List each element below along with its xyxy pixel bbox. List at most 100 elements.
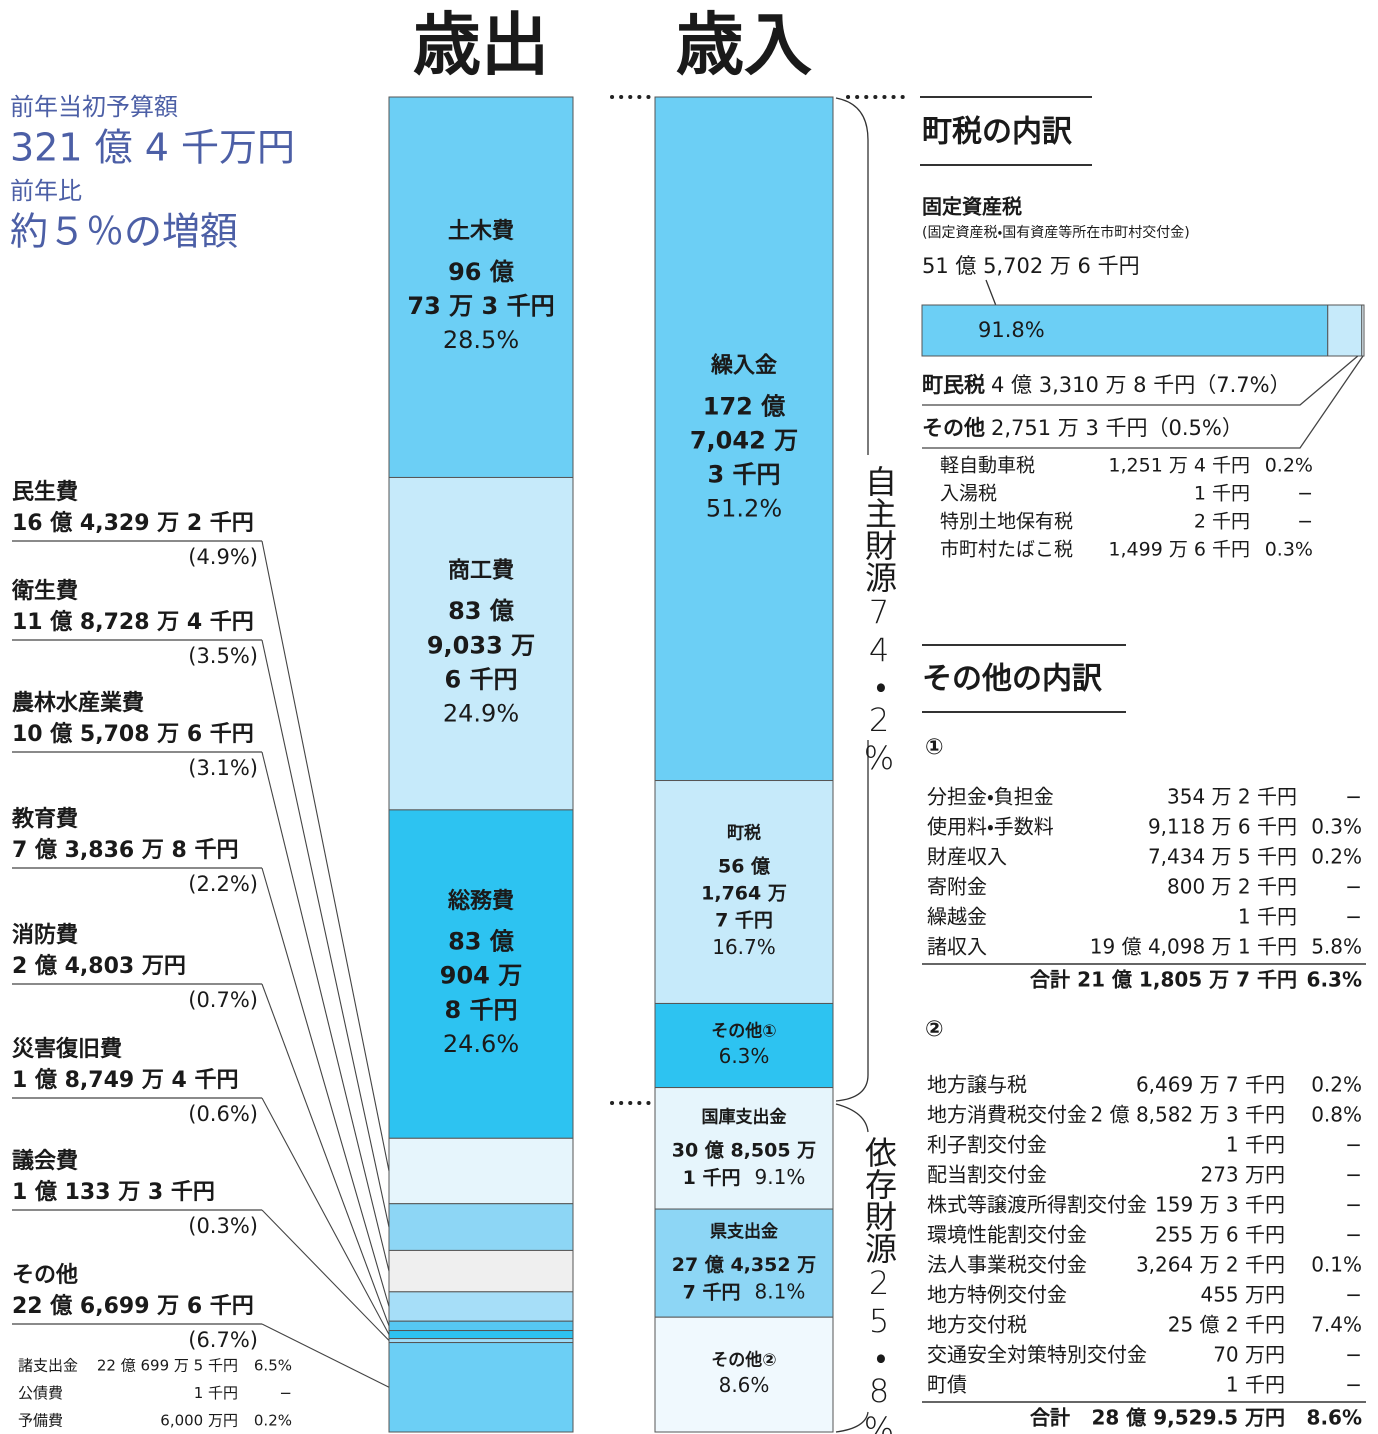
segment-label: 96 億 bbox=[448, 258, 514, 286]
expenditure-title: 歳出 bbox=[413, 7, 549, 86]
total-amount: 21 億 1,805 万 7 千円 bbox=[1077, 968, 1297, 992]
segment-label-part: 1 千円 bbox=[683, 1166, 741, 1188]
row-share: 0.3% bbox=[1311, 815, 1362, 839]
tax-bar-label: 91.8% bbox=[978, 318, 1045, 342]
row-share: − bbox=[1345, 1223, 1362, 1247]
bar-segment bbox=[388, 1320, 574, 1332]
section-title: 町税の内訳 bbox=[922, 115, 1072, 150]
segment-label: 8 千円 bbox=[444, 996, 517, 1024]
row-share: − bbox=[1345, 905, 1362, 929]
item-amount: 16 億 4,329 万 2 千円 bbox=[12, 510, 254, 536]
detail-amount: 2 千円 bbox=[1194, 511, 1250, 533]
tax-item-amount: 2,751 万 3 千円 bbox=[991, 416, 1148, 440]
segment-label: 73 万 3 千円 bbox=[407, 292, 554, 320]
detail-share: − bbox=[279, 1384, 292, 1402]
segment-label: 9,033 万 bbox=[427, 631, 535, 659]
row-amount: 9,118 万 6 千円 bbox=[1148, 815, 1297, 839]
segment-label: 8.6% bbox=[719, 1373, 770, 1397]
tax-bar-segment bbox=[1327, 304, 1363, 357]
brackets bbox=[835, 97, 869, 1433]
connector bbox=[261, 983, 390, 1327]
row-amount: 25 億 2 千円 bbox=[1168, 1313, 1285, 1337]
bracket bbox=[835, 1103, 869, 1133]
row-share: − bbox=[1345, 875, 1362, 899]
bracket bbox=[835, 97, 869, 455]
row-amount: 19 億 4,098 万 1 千円 bbox=[1090, 935, 1297, 959]
row-amount: 800 万 2 千円 bbox=[1167, 875, 1297, 899]
row-share: − bbox=[1345, 1373, 1362, 1397]
segment-label: 51.2% bbox=[706, 495, 782, 523]
segment-label: 3 千円 bbox=[707, 460, 780, 488]
tax-item-amount: 4 億 3,310 万 8 千円 bbox=[991, 373, 1195, 397]
row-name: 町債 bbox=[927, 1373, 967, 1397]
row-amount: 159 万 3 千円 bbox=[1155, 1193, 1285, 1217]
detail-amount: 1 千円 bbox=[194, 1384, 238, 1402]
item-name: その他 bbox=[12, 1263, 78, 1288]
row-name: 法人事業税交付金 bbox=[927, 1253, 1087, 1277]
bar-segment bbox=[388, 1291, 574, 1322]
detail-amount: 6,000 万円 bbox=[160, 1412, 238, 1430]
tax-item-share: （0.5%） bbox=[1148, 416, 1243, 440]
detail-share: − bbox=[1297, 511, 1313, 533]
tax-note: (固定資産税・国有資産等所在市町村交付金) bbox=[922, 224, 1190, 241]
row-share: − bbox=[1345, 1343, 1362, 1367]
bar-segment bbox=[388, 1330, 574, 1340]
row-amount: 1 千円 bbox=[1226, 1373, 1285, 1397]
group-marker: ② bbox=[925, 1017, 944, 1042]
segment-label: その他② bbox=[711, 1349, 776, 1370]
segment-label: 繰入金 bbox=[711, 353, 777, 379]
bar-segment bbox=[388, 809, 574, 1139]
row-name: 株式等譲渡所得割交付金 bbox=[927, 1193, 1147, 1217]
row-amount: 273 万円 bbox=[1200, 1163, 1285, 1187]
tax-leader bbox=[922, 355, 1359, 406]
item-amount: 1 億 133 万 3 千円 bbox=[12, 1179, 215, 1205]
segment-label: 1 千円 9.1% bbox=[683, 1164, 806, 1188]
row-name: 地方交付税 bbox=[927, 1313, 1027, 1337]
item-amount: 10 億 5,708 万 6 千円 bbox=[12, 721, 254, 747]
row-amount: 1 千円 bbox=[1226, 1133, 1285, 1157]
tax-bar-segment bbox=[921, 304, 1329, 357]
row-name: 地方消費税交付金 bbox=[927, 1103, 1087, 1127]
segment-label: 28.5% bbox=[443, 326, 519, 354]
row-share: 0.2% bbox=[1311, 845, 1362, 869]
bar-segment bbox=[388, 1203, 574, 1251]
item-share: (0.6%) bbox=[188, 1102, 258, 1126]
row-amount: 6,469 万 7 千円 bbox=[1136, 1073, 1285, 1097]
segment-label: 83 億 bbox=[448, 597, 514, 625]
segment-label: 国庫支出金 bbox=[702, 1106, 787, 1127]
row-name: 交通安全対策特別交付金 bbox=[927, 1343, 1147, 1367]
row-name: 分担金・負担金 bbox=[927, 785, 1054, 809]
detail-amount: 1,499 万 6 千円 bbox=[1108, 539, 1250, 561]
connector bbox=[261, 1209, 390, 1341]
connector bbox=[261, 751, 390, 1272]
row-amount: 1 千円 bbox=[1238, 905, 1297, 929]
segment-label: 56 億 bbox=[718, 854, 770, 877]
segment-label: 1,764 万 bbox=[701, 882, 787, 904]
row-amount: 7,434 万 5 千円 bbox=[1148, 845, 1297, 869]
section-title: その他の内訳 bbox=[922, 662, 1102, 697]
segment-label: 7,042 万 bbox=[690, 426, 798, 454]
row-amount: 2 億 8,582 万 3 千円 bbox=[1091, 1103, 1286, 1127]
row-name: 使用料・手数料 bbox=[927, 815, 1054, 839]
row-share: 0.2% bbox=[1311, 1073, 1362, 1097]
tax-bar-segment bbox=[1361, 304, 1365, 357]
item-share: (3.1%) bbox=[188, 756, 258, 780]
bar-segment bbox=[388, 96, 574, 478]
bracket bbox=[835, 1411, 869, 1433]
row-share: 5.8% bbox=[1311, 935, 1362, 959]
row-share: 7.4% bbox=[1311, 1313, 1362, 1337]
tax-item: 町民税 4 億 3,310 万 8 千円（7.7%） bbox=[922, 373, 1291, 397]
detail-name: 特別土地保有税 bbox=[940, 511, 1073, 533]
total-amount: 28 億 9,529.5 万円 bbox=[1092, 1406, 1286, 1430]
segment-label: 904 万 bbox=[440, 962, 522, 990]
segment-label: 30 億 8,505 万 bbox=[672, 1138, 816, 1161]
detail-name: 入湯税 bbox=[940, 483, 997, 505]
segment-label: 172 億 bbox=[703, 392, 785, 420]
row-name: 諸収入 bbox=[927, 935, 987, 959]
detail-share: 0.2% bbox=[254, 1412, 292, 1430]
item-share: (0.7%) bbox=[188, 988, 258, 1012]
row-name: 繰越金 bbox=[927, 905, 987, 929]
row-amount: 70 万円 bbox=[1213, 1343, 1285, 1367]
